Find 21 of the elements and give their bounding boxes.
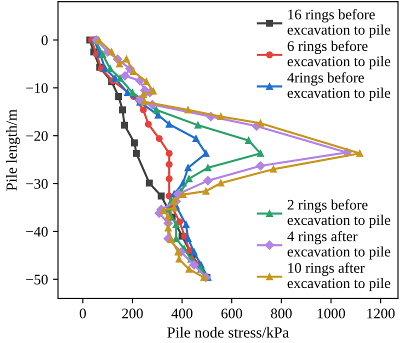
x-tick-label: 400 [171, 308, 192, 318]
x-tick-label: 600 [221, 308, 242, 318]
x-tick-label: 200 [122, 308, 143, 318]
x-axis-title: Pile node stress/kPa [167, 326, 289, 338]
y-tick-label: −40 [26, 226, 48, 237]
x-tick-label: 0 [80, 308, 86, 318]
y-tick-label: −30 [26, 178, 48, 189]
legend-label: 6 rings before excavation to pile [288, 40, 390, 70]
legend-label: 2 rings before excavation to pile [288, 199, 390, 228]
legend-label: 4rings before excavation to pile [287, 72, 390, 101]
y-tick-label: 0 [42, 35, 48, 46]
y-tick-label: −10 [26, 83, 48, 94]
x-tick-label: 1000 [318, 308, 346, 318]
y-axis-title: Pile length/m [6, 109, 20, 191]
legend-label: 16 rings before excavation to pile [288, 9, 390, 38]
legend-label: 4 rings after excavation to pile [287, 230, 390, 260]
y-tick-label: −50 [26, 274, 48, 284]
x-tick-label: 800 [270, 308, 292, 318]
x-tick-label: 1200 [367, 308, 395, 318]
legend-label: 10 rings after excavation to pile [288, 262, 390, 292]
y-tick-label: −20 [26, 131, 48, 141]
